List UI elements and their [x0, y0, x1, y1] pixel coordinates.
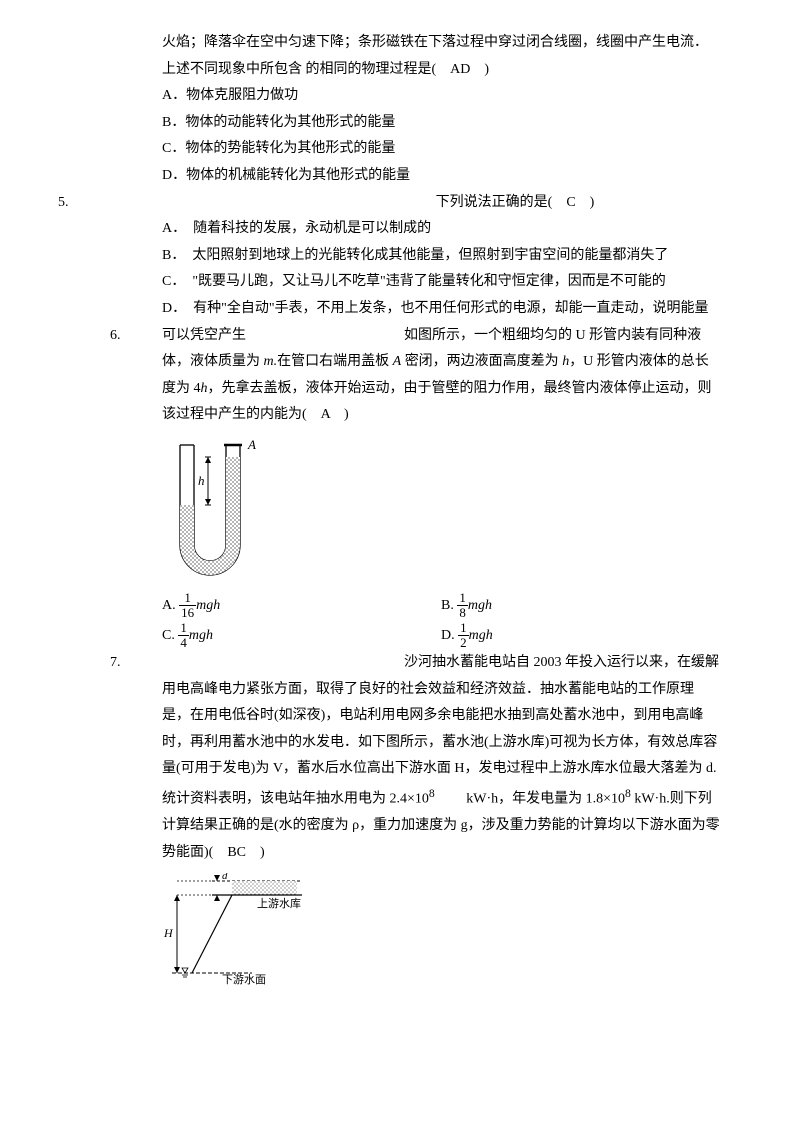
q6-option-b: B. 18mgh	[441, 591, 720, 621]
q5-option-a: A． 随着科技的发展，永动机是可以制成的	[110, 216, 720, 243]
q7-figure: d 上游水库 下游水面 H	[110, 873, 720, 988]
q4-option-c: C．物体的势能转化为其他形式的能量	[110, 136, 720, 163]
q6-st2: 在管口右端用盖板	[277, 354, 393, 369]
q7-st: 沙河抽水蓄能电站自 2003 年投入运行以来，在缓解用电高峰电力紧张方面，取得了…	[162, 655, 719, 807]
q6-options-row2: C. 14mgh D. 12mgh	[110, 621, 720, 651]
q6-option-c: C. 14mgh	[162, 621, 441, 651]
q4-stem-tail: 火焰；降落伞在空中匀速下降；条形磁铁在下落过程中穿过闭合线圈，线圈中产生电流．上…	[110, 30, 720, 83]
q6-option-d: D. 12mgh	[441, 621, 720, 651]
q4-option-b: B．物体的动能转化为其他形式的能量	[110, 110, 720, 137]
q5-stem: 下列说法正确的是( C )	[110, 190, 720, 217]
q6-n: 6.	[110, 323, 162, 350]
q4-option-d: D．物体的机械能转化为其他形式的能量	[110, 163, 720, 190]
q6-stem-full: 6.如图所示，一个粗细均匀的 U 形管内装有同种液体，液体质量为 m.在管口右端…	[110, 323, 720, 429]
svg-text:下游水面: 下游水面	[222, 973, 266, 986]
svg-text:h: h	[198, 473, 205, 488]
q5: 5. 下列说法正确的是( C )	[110, 190, 720, 217]
q6-var-m: m.	[264, 354, 278, 369]
q6-block: 6. 如图所示，一个粗细均匀的 U 形管内装有同种液体，液体质量为 6.如图所示…	[110, 323, 720, 429]
q6-var-A: A	[393, 354, 402, 369]
q6-options-row1: A. 116mgh B. 18mgh	[110, 591, 720, 621]
svg-text:A: A	[247, 437, 256, 452]
q6-option-a: A. 116mgh	[162, 591, 441, 621]
q7-st2: kW·h，年发电量为 1.8×10	[435, 792, 625, 807]
svg-text:d: d	[222, 873, 228, 882]
q7-num: 7.	[110, 650, 162, 677]
q6-st5: ，先拿去盖板，液体开始运动，由于管壁的阻力作用，最终管内液体停止运动，则该过程中…	[162, 381, 712, 423]
q6-var-h2: h	[201, 381, 208, 396]
q7-stem: 7.沙河抽水蓄能电站自 2003 年投入运行以来，在缓解用电高峰电力紧张方面，取…	[110, 650, 720, 866]
q5-option-c: C． "既要马儿跑，又让马儿不吃草"违背了能量转化和守恒定律，因而是不可能的	[110, 269, 720, 296]
q6-figure: A h	[110, 435, 720, 585]
svg-text:H: H	[163, 926, 174, 940]
q5-num: 5.	[58, 190, 110, 217]
q6-st3: 密闭，两边液面高度差为	[401, 354, 562, 369]
q4-option-a: A．物体克服阻力做功	[110, 83, 720, 110]
q5-option-b: B． 太阳照射到地球上的光能转化成其他能量，但照射到宇宙空间的能量都消失了	[110, 243, 720, 270]
svg-text:上游水库: 上游水库	[257, 897, 301, 910]
